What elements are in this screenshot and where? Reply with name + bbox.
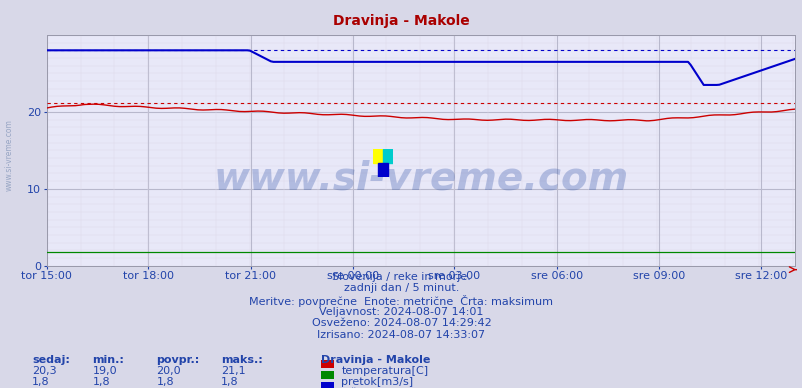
Text: 1,8: 1,8 xyxy=(221,377,238,387)
Bar xyxy=(373,149,383,163)
Text: temperatura[C]: temperatura[C] xyxy=(341,366,427,376)
Bar xyxy=(378,163,388,177)
Text: www.si-vreme.com: www.si-vreme.com xyxy=(5,119,14,191)
Text: 21,1: 21,1 xyxy=(221,366,245,376)
Text: www.si-vreme.com: www.si-vreme.com xyxy=(213,159,628,197)
Text: Izrisano: 2024-08-07 14:33:07: Izrisano: 2024-08-07 14:33:07 xyxy=(317,330,485,340)
Text: zadnji dan / 5 minut.: zadnji dan / 5 minut. xyxy=(343,283,459,293)
Bar xyxy=(383,149,393,163)
Text: 20,3: 20,3 xyxy=(32,366,57,376)
Text: povpr.:: povpr.: xyxy=(156,355,200,365)
Text: maks.:: maks.: xyxy=(221,355,262,365)
Text: 20,0: 20,0 xyxy=(156,366,181,376)
Text: Dravinja - Makole: Dravinja - Makole xyxy=(333,14,469,28)
Text: Slovenija / reke in morje.: Slovenija / reke in morje. xyxy=(332,272,470,282)
Text: Dravinja - Makole: Dravinja - Makole xyxy=(321,355,430,365)
Text: Osveženo: 2024-08-07 14:29:42: Osveženo: 2024-08-07 14:29:42 xyxy=(311,318,491,328)
Text: Meritve: povprečne  Enote: metrične  Črta: maksimum: Meritve: povprečne Enote: metrične Črta:… xyxy=(249,295,553,307)
Text: Veljavnost: 2024-08-07 14:01: Veljavnost: 2024-08-07 14:01 xyxy=(319,307,483,317)
Text: min.:: min.: xyxy=(92,355,124,365)
Text: 1,8: 1,8 xyxy=(156,377,174,387)
Text: 1,8: 1,8 xyxy=(92,377,110,387)
Text: sedaj:: sedaj: xyxy=(32,355,70,365)
Text: 19,0: 19,0 xyxy=(92,366,117,376)
Text: 1,8: 1,8 xyxy=(32,377,50,387)
Text: pretok[m3/s]: pretok[m3/s] xyxy=(341,377,413,387)
